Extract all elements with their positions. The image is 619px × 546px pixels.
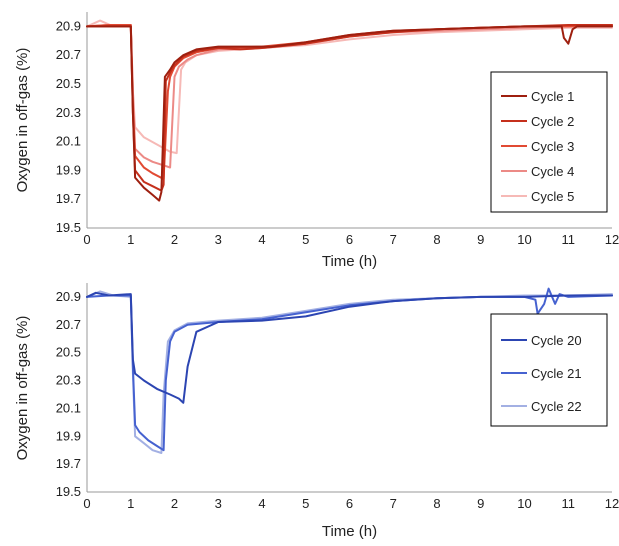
x-tick-label: 2 — [171, 496, 178, 511]
y-tick-label: 19.5 — [56, 484, 81, 499]
y-tick-label: 20.7 — [56, 47, 81, 62]
legend-label: Cycle 1 — [531, 89, 574, 104]
y-tick-label: 20.1 — [56, 134, 81, 149]
legend: Cycle 1 Cycle 2 Cycle 3 Cycle 4 Cycle 5 — [490, 71, 608, 213]
y-tick-label: 20.9 — [56, 289, 81, 304]
x-tick-label: 12 — [605, 232, 619, 247]
y-tick-label: 19.7 — [56, 191, 81, 206]
chart-2: 0 1 2 3 4 5 6 7 8 9 10 11 1219.519.719.920.120.320.5… — [14, 283, 619, 540]
y-axis-label: Oxygen in off-gas (%) — [14, 316, 31, 461]
x-tick-label: 10 — [517, 496, 531, 511]
legend-label: Cycle 5 — [531, 189, 574, 204]
y-tick-label: 19.5 — [56, 220, 81, 235]
legend-label: Cycle 20 — [531, 333, 582, 348]
x-tick-label: 4 — [258, 232, 265, 247]
x-axis-label: Time (h) — [322, 253, 377, 270]
legend-label: Cycle 22 — [531, 399, 582, 414]
legend-label: Cycle 3 — [531, 139, 574, 154]
y-tick-label: 20.9 — [56, 18, 81, 33]
y-tick-label: 20.5 — [56, 76, 81, 91]
x-tick-label: 1 — [127, 496, 134, 511]
y-tick-label: 19.9 — [56, 162, 81, 177]
y-tick-label: 20.7 — [56, 317, 81, 332]
y-tick-label: 19.9 — [56, 428, 81, 443]
y-tick-label: 19.7 — [56, 456, 81, 471]
x-tick-label: 3 — [215, 496, 222, 511]
legend-label: Cycle 4 — [531, 164, 574, 179]
y-axis-label: Oxygen in off-gas (%) — [14, 48, 31, 193]
x-tick-label: 8 — [433, 496, 440, 511]
y-tick-label: 20.1 — [56, 400, 81, 415]
x-tick-label: 5 — [302, 496, 309, 511]
x-tick-label: 11 — [562, 496, 576, 511]
x-tick-label: 12 — [605, 496, 619, 511]
x-tick-label: 7 — [390, 496, 397, 511]
x-tick-label: 7 — [390, 232, 397, 247]
series-line-cycle-1 — [86, 25, 613, 202]
y-tick-label: 20.3 — [56, 373, 81, 388]
y-tick-label: 20.3 — [56, 105, 81, 120]
x-tick-label: 2 — [171, 232, 178, 247]
x-tick-label: 9 — [477, 232, 484, 247]
x-tick-label: 4 — [258, 496, 265, 511]
x-tick-label: 5 — [302, 232, 309, 247]
legend-label: Cycle 21 — [531, 366, 582, 381]
x-tick-label: 1 — [127, 232, 134, 247]
x-tick-label: 10 — [517, 232, 531, 247]
x-tick-label: 3 — [215, 232, 222, 247]
x-axis-label: Time (h) — [322, 523, 377, 540]
legend-box — [490, 71, 608, 213]
series-line-cycle-21 — [86, 287, 613, 452]
x-tick-label: 6 — [346, 232, 353, 247]
x-tick-label: 9 — [477, 496, 484, 511]
legend: Cycle 20 Cycle 21 Cycle 22 — [490, 313, 608, 427]
legend-label: Cycle 2 — [531, 114, 574, 129]
y-tick-label: 20.5 — [56, 345, 81, 360]
legend-box — [490, 313, 608, 427]
x-tick-label: 8 — [433, 232, 440, 247]
x-tick-label: 0 — [83, 232, 90, 247]
x-tick-label: 6 — [346, 496, 353, 511]
series-line-cycle-20 — [86, 291, 613, 404]
x-tick-label: 0 — [83, 496, 90, 511]
chart-1: 0 1 2 3 4 5 6 7 8 9 10 11 1219.519.719.920.120.320.5… — [14, 12, 619, 270]
x-tick-label: 11 — [562, 232, 576, 247]
